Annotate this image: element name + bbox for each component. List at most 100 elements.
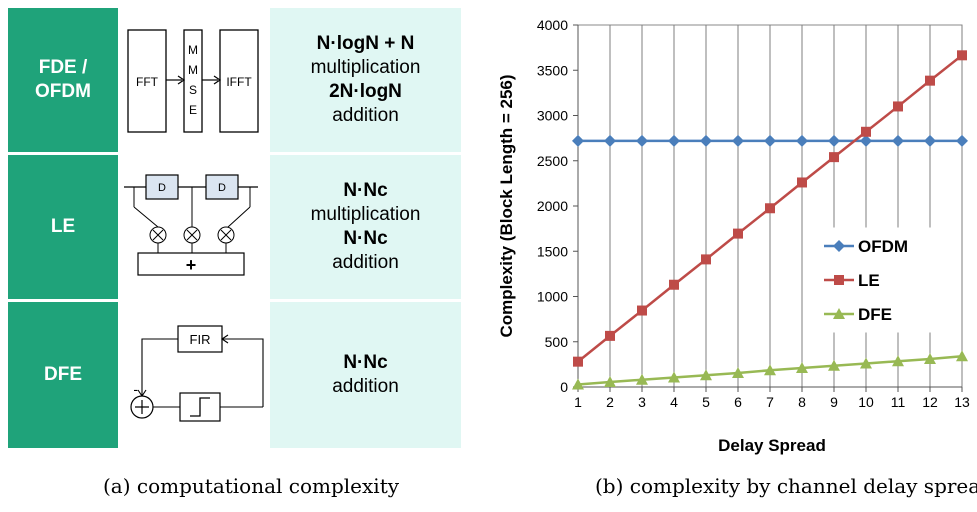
delay-label: D [158,182,166,194]
x-tick-label: 2 [606,394,614,410]
legend-label: LE [858,271,880,290]
fde-block-diagram: FFT M M S E IFFT [118,8,266,152]
data-point-ofdm [668,134,680,147]
data-point-dfe [764,364,776,376]
data-point-ofdm [828,134,840,147]
delay-label: D [218,182,226,194]
y-tick-label: 4000 [537,17,568,33]
row-label: FDE / OFDM [8,8,118,152]
data-point-dfe [892,355,904,367]
data-point-le [957,50,967,61]
data-point-le [861,126,871,137]
complexity-line: 2N·logN [329,81,402,102]
x-tick-label: 9 [830,394,838,410]
data-point-dfe [700,369,712,381]
data-point-dfe [796,361,808,373]
x-tick-label: 12 [922,394,938,410]
y-tick-label: 3000 [537,108,568,124]
data-point-le [701,254,711,265]
data-point-dfe [956,350,968,362]
x-tick-label: 1 [574,394,582,410]
table-row: DFE FIR - N·Nc addition [8,302,461,448]
mmse-letter: E [189,103,197,117]
caption-a: (a) computational complexity [103,474,400,498]
data-point-ofdm [924,134,936,147]
data-point-le [573,356,583,367]
legend-marker [834,275,844,285]
dfe-block-diagram: FIR - [118,302,266,448]
le-block-diagram: D D + [118,155,266,299]
mmse-letter: M [188,43,198,57]
y-axis-label: Complexity (Block Length = 256) [497,74,516,337]
x-tick-label: 3 [638,394,646,410]
data-point-le [829,152,839,163]
data-point-ofdm [636,134,648,147]
x-tick-label: 13 [954,394,970,410]
data-point-dfe [828,359,840,371]
data-point-dfe [636,373,648,385]
mmse-letter: M [188,63,198,77]
y-tick-label: 3500 [537,62,568,78]
data-point-ofdm [604,134,616,147]
legend-label: DFE [858,305,892,324]
data-point-ofdm [700,134,712,147]
fir-label: FIR [190,332,211,347]
y-tick-label: 1000 [537,289,568,305]
complexity-cell: N·Nc multiplication N·Nc addition [270,155,461,299]
row-label: LE [8,155,118,299]
sum-label: + [186,255,197,275]
data-point-le [605,330,615,341]
legend-marker [833,308,845,319]
data-point-ofdm [732,134,744,147]
mmse-letter: S [189,83,197,97]
complexity-table: FDE / OFDM FFT M M S E IFFT N·logN + N m… [8,8,461,448]
data-point-dfe [604,376,616,388]
data-point-le [733,228,743,239]
data-point-dfe [924,352,936,364]
complexity-line: N·Nc [343,228,388,249]
data-point-ofdm [796,134,808,147]
data-point-le [637,305,647,316]
y-tick-label: 0 [560,379,568,395]
x-tick-label: 8 [798,394,806,410]
data-point-dfe [732,366,744,378]
data-point-ofdm [892,134,904,147]
data-point-le [893,101,903,112]
data-point-dfe [668,371,680,383]
y-tick-label: 2000 [537,198,568,214]
y-tick-label: 1500 [537,243,568,259]
complexity-cell: N·logN + N multiplication 2N·logN additi… [270,8,461,152]
data-point-ofdm [572,134,584,147]
data-point-ofdm [764,134,776,147]
complexity-line: N·Nc [343,352,388,373]
data-point-ofdm [956,134,968,147]
data-point-le [765,203,775,214]
complexity-cell: N·Nc addition [270,302,461,448]
x-tick-label: 7 [766,394,774,410]
x-axis-label: Delay Spread [718,436,826,455]
x-tick-label: 11 [891,394,906,410]
table-row: FDE / OFDM FFT M M S E IFFT N·logN + N m… [8,8,461,152]
data-point-le [925,75,935,86]
x-tick-label: 5 [702,394,710,410]
complexity-line: addition [332,252,399,273]
complexity-line: addition [332,105,399,126]
data-point-dfe [572,378,584,390]
complexity-line: addition [332,376,399,397]
x-tick-label: 6 [734,394,742,410]
complexity-line: multiplication [310,57,421,78]
caption-b: (b) complexity by channel delay spread [595,474,977,498]
y-tick-label: 500 [545,334,569,350]
table-row: LE D D [8,155,461,299]
legend-label: OFDM [858,237,908,256]
x-tick-label: 4 [670,394,678,410]
complexity-line: N·Nc [343,180,388,201]
y-tick-label: 2500 [537,153,568,169]
row-label: DFE [8,302,118,448]
complexity-line: multiplication [310,204,421,225]
ifft-label: IFFT [226,75,252,89]
data-point-ofdm [860,134,872,147]
x-tick-label: 10 [858,394,874,410]
chart-legend: OFDM LE DFE [817,227,951,333]
